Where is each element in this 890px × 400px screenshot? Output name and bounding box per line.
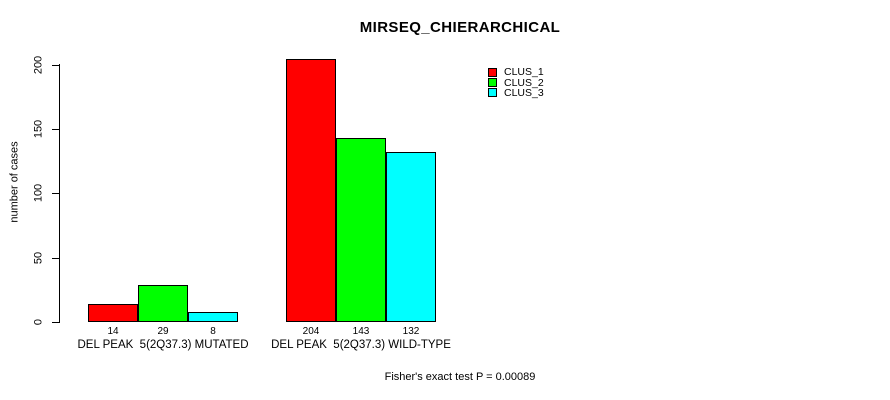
bar-value-label: 8 [210,326,216,337]
y-tick-label-150: 150 [32,119,45,139]
legend: CLUS_1 CLUS_2 CLUS_3 [488,67,544,98]
y-axis-title: number of cases [8,141,21,223]
bar-value-label: 204 [302,326,320,337]
y-tick-50 [52,258,59,259]
y-tick-label-100: 100 [32,183,45,203]
legend-label-clus_1: CLUS_1 [504,66,544,79]
x-category-label-1: DEL PEAK 5(2Q37.3) MUTATED [77,339,249,351]
bar-clus_3-group1 [188,312,238,322]
statistical-test-note: Fisher's exact test P = 0.00089 [384,371,536,383]
y-tick-0 [52,322,59,323]
bar-clus_1-group2 [286,59,336,322]
bar-clus_1-group1 [88,304,138,322]
legend-item-clus_2: CLUS_2 [488,76,544,89]
legend-swatch-clus_2 [488,78,497,88]
legend-item-clus_1: CLUS_1 [488,67,544,77]
bar-value-label: 143 [352,326,370,337]
bar-value-label: 29 [157,326,169,337]
y-tick-150 [52,129,59,130]
y-tick-label-50: 50 [32,251,45,265]
y-tick-label-200: 200 [32,55,45,75]
bar-clus_3-group2 [386,152,436,322]
y-tick-label-0: 0 [32,318,45,326]
legend-label-clus_3: CLUS_3 [504,86,544,99]
legend-label-clus_2: CLUS_2 [504,76,544,89]
legend-swatch-clus_1 [488,67,497,77]
bar-value-label: 14 [107,326,119,337]
y-tick-100 [52,193,59,194]
x-category-label-2: DEL PEAK 5(2Q37.3) WILD-TYPE [271,339,451,351]
y-tick-200 [52,65,59,66]
chart-title: MIRSEQ_CHIERARCHICAL [359,19,561,36]
y-axis-line [59,64,60,323]
bar-value-label: 132 [402,326,420,337]
legend-swatch-clus_3 [488,88,497,98]
bar-clus_2-group2 [336,138,386,322]
legend-item-clus_3: CLUS_3 [488,88,544,98]
bar-clus_2-group1 [138,285,188,322]
